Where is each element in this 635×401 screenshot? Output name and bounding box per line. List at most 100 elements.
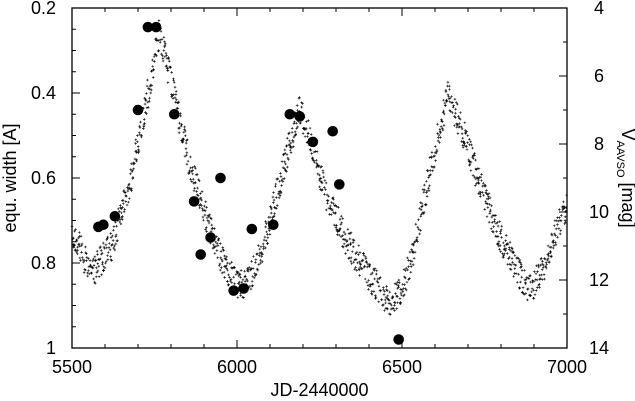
magnitude-point [149,91,153,95]
magnitude-point [85,252,88,255]
magnitude-point [97,264,101,268]
magnitude-point [454,107,457,111]
right-y-tick-label: 14 [589,338,609,358]
magnitude-point [337,229,341,233]
magnitude-point [100,273,104,277]
left-y-tick-label: 0.4 [31,83,56,103]
magnitude-point [517,260,521,264]
magnitude-point [103,266,107,270]
magnitude-point [287,131,291,135]
magnitude-point [532,288,535,292]
magnitude-point [280,178,284,182]
magnitude-point [495,230,498,233]
magnitude-point [451,111,454,114]
magnitude-point [315,162,319,165]
magnitude-point [393,309,396,312]
magnitude-point [148,87,152,91]
magnitude-point [165,64,168,68]
magnitude-point [292,122,296,125]
magnitude-point [75,250,78,254]
magnitude-point [448,100,452,104]
magnitude-point [419,201,422,204]
magnitude-point [74,228,77,231]
magnitude-point [144,97,147,101]
magnitude-point [203,213,207,217]
magnitude-point [121,206,124,209]
magnitude-point [134,142,137,145]
magnitude-point [417,227,421,231]
magnitude-point [280,160,284,163]
magnitude-point [523,269,526,272]
magnitude-point [119,222,123,226]
magnitude-point [462,140,465,143]
magnitude-point [441,128,445,132]
magnitude-point [215,249,219,252]
magnitude-point [380,298,384,302]
magnitude-point [118,210,121,213]
magnitude-point [285,170,288,173]
magnitude-point [292,135,296,139]
magnitude-point [337,206,340,209]
magnitude-point [442,98,445,102]
magnitude-point [159,29,163,33]
magnitude-point [413,240,416,244]
magnitude-point [444,88,448,92]
magnitude-point [119,204,122,207]
magnitude-point [448,96,452,100]
magnitude-point [542,263,545,267]
magnitude-point [252,276,256,280]
magnitude-point [563,205,566,209]
magnitude-point [131,175,135,179]
right-y-tick-label: 12 [589,270,609,290]
magnitude-point [225,267,229,271]
magnitude-point [92,264,96,267]
magnitude-point [452,104,456,107]
magnitude-point [157,49,161,52]
magnitude-point [299,121,302,125]
magnitude-point [527,277,531,280]
magnitude-point [510,257,514,260]
magnitude-point [369,272,373,276]
magnitude-point [268,233,272,236]
magnitude-point [552,244,556,247]
magnitude-point [165,54,168,57]
magnitude-point [540,273,543,277]
magnitude-point [295,121,298,125]
magnitude-point [197,179,201,183]
magnitude-point [72,245,76,249]
equivalent-width-point [294,111,306,122]
magnitude-point [547,252,551,255]
magnitude-point [140,134,143,137]
magnitude-point [396,301,399,304]
magnitude-point [229,277,233,281]
magnitude-point [90,271,93,275]
magnitude-point [399,293,403,297]
magnitude-point [507,257,510,260]
magnitude-point [214,240,218,244]
magnitude-point [334,226,338,229]
magnitude-point [490,204,494,208]
magnitude-point [474,158,477,162]
magnitude-point [540,278,544,281]
magnitude-point [540,268,544,271]
magnitude-point [306,131,310,135]
magnitude-point [198,206,202,210]
magnitude-point [186,159,190,163]
magnitude-point [100,251,104,255]
magnitude-point [447,95,450,98]
magnitude-point [258,251,262,255]
magnitude-point [423,188,426,192]
magnitude-point [547,254,551,258]
magnitude-point [295,126,298,130]
magnitude-point [104,260,108,263]
magnitude-point [339,235,343,239]
magnitude-point [275,207,278,210]
left-y-tick-label: 0.2 [31,0,56,18]
magnitude-point [80,251,83,254]
magnitude-point [144,99,148,102]
magnitude-point [459,111,462,114]
magnitude-point [150,69,154,73]
magnitude-point [294,132,298,136]
magnitude-point [157,19,161,22]
